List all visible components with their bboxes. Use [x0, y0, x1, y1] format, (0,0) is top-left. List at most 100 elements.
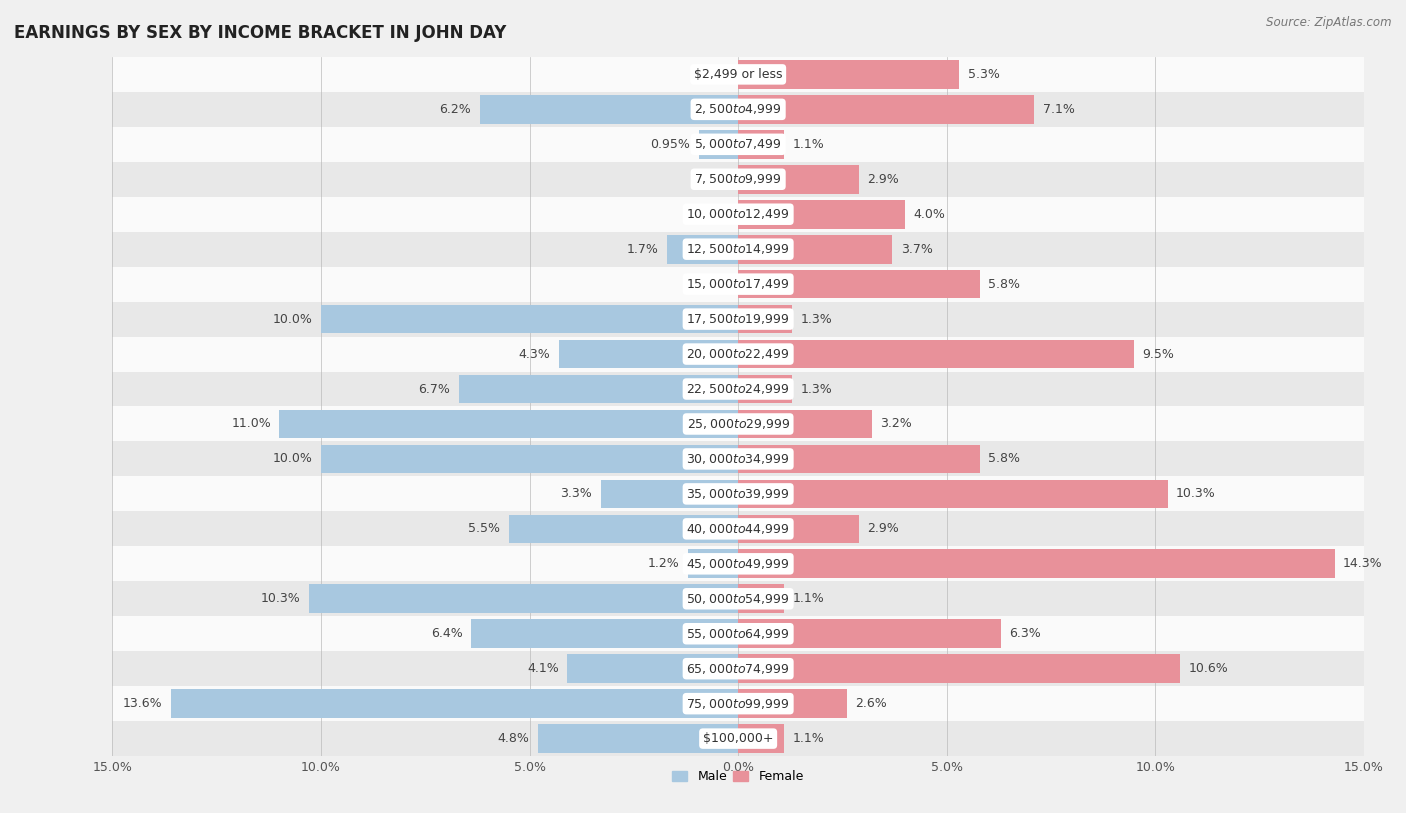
Bar — [471, 620, 738, 648]
Bar — [479, 95, 738, 124]
Text: 5.5%: 5.5% — [468, 523, 501, 535]
Bar — [738, 130, 785, 159]
Bar — [112, 441, 1364, 476]
Bar — [738, 340, 1135, 368]
Text: 2.9%: 2.9% — [868, 173, 900, 185]
Text: 6.2%: 6.2% — [440, 103, 471, 115]
Text: 7.1%: 7.1% — [1043, 103, 1074, 115]
Bar — [738, 375, 793, 403]
Text: $65,000 to $74,999: $65,000 to $74,999 — [686, 662, 790, 676]
Text: $45,000 to $49,999: $45,000 to $49,999 — [686, 557, 790, 571]
Bar — [112, 127, 1364, 162]
Text: 3.7%: 3.7% — [901, 243, 932, 255]
Text: 5.3%: 5.3% — [967, 68, 1000, 80]
Text: 14.3%: 14.3% — [1343, 558, 1382, 570]
Text: 4.8%: 4.8% — [498, 733, 530, 745]
Text: 1.3%: 1.3% — [801, 313, 832, 325]
Text: $40,000 to $44,999: $40,000 to $44,999 — [686, 522, 790, 536]
Bar — [112, 267, 1364, 302]
Text: 0.0%: 0.0% — [697, 173, 730, 185]
Bar — [738, 724, 785, 753]
Bar — [458, 375, 738, 403]
Bar — [308, 585, 738, 613]
Bar — [738, 585, 785, 613]
Bar — [738, 95, 1035, 124]
Text: 4.3%: 4.3% — [519, 348, 551, 360]
Text: $2,499 or less: $2,499 or less — [695, 68, 782, 80]
Text: 0.0%: 0.0% — [697, 68, 730, 80]
Text: 10.3%: 10.3% — [260, 593, 301, 605]
Text: $30,000 to $34,999: $30,000 to $34,999 — [686, 452, 790, 466]
Bar — [738, 60, 959, 89]
Text: 11.0%: 11.0% — [231, 418, 271, 430]
Bar — [558, 340, 738, 368]
Bar — [538, 724, 738, 753]
Bar — [738, 305, 793, 333]
Bar — [567, 654, 738, 683]
Bar — [112, 686, 1364, 721]
Bar — [738, 550, 1334, 578]
Bar — [112, 721, 1364, 756]
Text: $2,500 to $4,999: $2,500 to $4,999 — [695, 102, 782, 116]
Text: 10.3%: 10.3% — [1175, 488, 1216, 500]
Text: $35,000 to $39,999: $35,000 to $39,999 — [686, 487, 790, 501]
Text: $7,500 to $9,999: $7,500 to $9,999 — [695, 172, 782, 186]
Bar — [112, 232, 1364, 267]
Text: $55,000 to $64,999: $55,000 to $64,999 — [686, 627, 790, 641]
Bar — [738, 410, 872, 438]
Text: 1.3%: 1.3% — [801, 383, 832, 395]
Bar — [112, 511, 1364, 546]
Bar — [321, 305, 738, 333]
Bar — [600, 480, 738, 508]
Bar — [112, 372, 1364, 406]
Bar — [112, 197, 1364, 232]
Text: 6.7%: 6.7% — [419, 383, 450, 395]
Bar — [112, 476, 1364, 511]
Text: $100,000+: $100,000+ — [703, 733, 773, 745]
Text: $50,000 to $54,999: $50,000 to $54,999 — [686, 592, 790, 606]
Bar — [668, 235, 738, 263]
Bar — [112, 302, 1364, 337]
Text: $25,000 to $29,999: $25,000 to $29,999 — [686, 417, 790, 431]
Text: 13.6%: 13.6% — [122, 698, 163, 710]
Text: 5.8%: 5.8% — [988, 453, 1021, 465]
Bar — [112, 546, 1364, 581]
Bar — [738, 480, 1168, 508]
Bar — [738, 270, 980, 298]
Bar — [172, 689, 738, 718]
Bar — [738, 165, 859, 193]
Bar — [112, 92, 1364, 127]
Legend: Male, Female: Male, Female — [668, 765, 808, 789]
Text: 1.1%: 1.1% — [793, 593, 824, 605]
Text: 10.0%: 10.0% — [273, 453, 312, 465]
Bar — [738, 515, 859, 543]
Bar — [738, 620, 1001, 648]
Text: 4.0%: 4.0% — [914, 208, 945, 220]
Text: 0.95%: 0.95% — [651, 138, 690, 150]
Text: $22,500 to $24,999: $22,500 to $24,999 — [686, 382, 790, 396]
Bar — [112, 57, 1364, 92]
Text: 6.4%: 6.4% — [432, 628, 463, 640]
Text: 1.7%: 1.7% — [627, 243, 659, 255]
Text: 5.8%: 5.8% — [988, 278, 1021, 290]
Bar — [112, 581, 1364, 616]
Bar — [738, 654, 1180, 683]
Text: 2.6%: 2.6% — [855, 698, 887, 710]
Bar — [738, 445, 980, 473]
Bar — [321, 445, 738, 473]
Text: 6.3%: 6.3% — [1010, 628, 1040, 640]
Text: Source: ZipAtlas.com: Source: ZipAtlas.com — [1267, 16, 1392, 29]
Text: 10.0%: 10.0% — [273, 313, 312, 325]
Bar — [688, 550, 738, 578]
Text: 3.2%: 3.2% — [880, 418, 911, 430]
Text: $10,000 to $12,499: $10,000 to $12,499 — [686, 207, 790, 221]
Text: $20,000 to $22,499: $20,000 to $22,499 — [686, 347, 790, 361]
Text: 10.6%: 10.6% — [1188, 663, 1229, 675]
Text: 1.2%: 1.2% — [648, 558, 679, 570]
Bar — [280, 410, 738, 438]
Text: $15,000 to $17,499: $15,000 to $17,499 — [686, 277, 790, 291]
Bar — [112, 162, 1364, 197]
Text: EARNINGS BY SEX BY INCOME BRACKET IN JOHN DAY: EARNINGS BY SEX BY INCOME BRACKET IN JOH… — [14, 24, 506, 42]
Text: $12,500 to $14,999: $12,500 to $14,999 — [686, 242, 790, 256]
Bar — [738, 235, 893, 263]
